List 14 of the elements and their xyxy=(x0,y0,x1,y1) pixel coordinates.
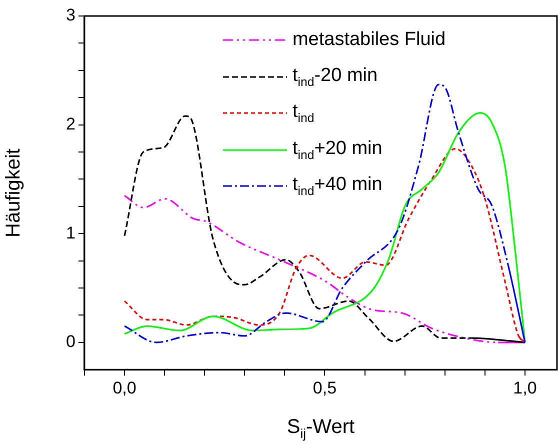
legend-label: t$_{ind}$-20 min xyxy=(292,64,378,89)
y-tick-label: 2 xyxy=(66,114,76,134)
x-tick-label: 1,0 xyxy=(513,378,537,398)
legend-label: metastabiles Fluid xyxy=(292,29,446,52)
x-tick-label: 0,5 xyxy=(312,378,337,398)
x-axis-title: S$_{ij}$-Wert xyxy=(286,416,356,441)
legend-label: t$_{ind}$ xyxy=(292,101,314,126)
y-axis-title: Häufigkeit xyxy=(2,148,26,238)
legend-label: t$_{ind}$+20 min xyxy=(292,138,382,162)
y-tick-label: 3 xyxy=(66,6,76,25)
y-tick-label: 0 xyxy=(66,332,76,352)
legend-label: t$_{ind}$+40 min xyxy=(292,174,382,198)
x-tick-label: 0,0 xyxy=(112,378,136,398)
y-tick-label: 1 xyxy=(66,223,76,242)
